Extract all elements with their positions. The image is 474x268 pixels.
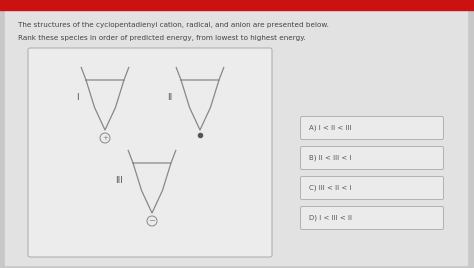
Text: D) I < III < II: D) I < III < II — [309, 215, 352, 221]
Circle shape — [100, 133, 110, 143]
FancyBboxPatch shape — [301, 177, 444, 199]
Text: +: + — [102, 135, 108, 141]
FancyBboxPatch shape — [301, 207, 444, 229]
FancyBboxPatch shape — [28, 48, 272, 257]
Text: B) II < III < I: B) II < III < I — [309, 155, 352, 161]
Text: −: − — [148, 217, 155, 225]
Bar — [0, 0, 474, 10]
Text: II: II — [167, 93, 173, 102]
Circle shape — [147, 216, 157, 226]
FancyBboxPatch shape — [301, 147, 444, 169]
Text: Rank these species in order of predicted energy, from lowest to highest energy.: Rank these species in order of predicted… — [18, 35, 306, 41]
Text: I: I — [76, 93, 78, 102]
Text: III: III — [115, 176, 123, 185]
FancyBboxPatch shape — [301, 117, 444, 140]
Text: A) I < II < III: A) I < II < III — [309, 125, 352, 131]
Text: C) III < II < I: C) III < II < I — [309, 185, 352, 191]
Text: The structures of the cyclopentadienyl cation, radical, and anion are presented : The structures of the cyclopentadienyl c… — [18, 22, 329, 28]
